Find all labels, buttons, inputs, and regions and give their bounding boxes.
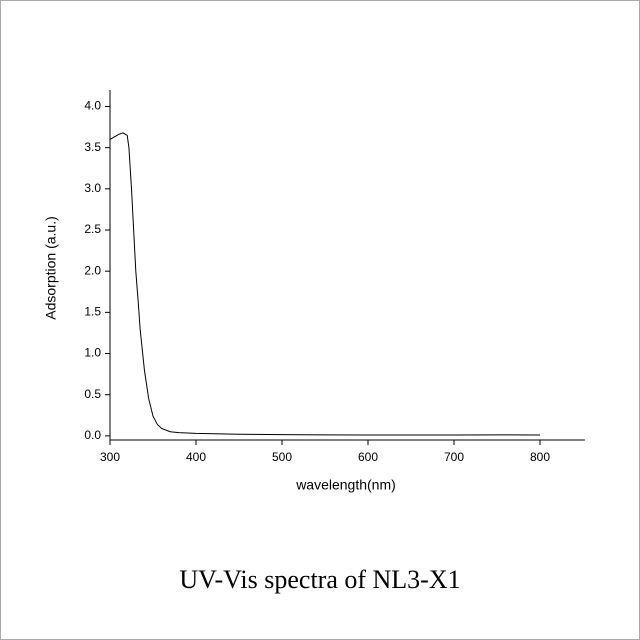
y-tick-label: 1.0 <box>84 346 101 360</box>
y-tick-label: 3.0 <box>84 181 101 195</box>
y-tick-label: 4.0 <box>84 99 101 113</box>
y-tick-label: 2.0 <box>84 263 101 277</box>
y-tick-label: 3.5 <box>84 140 101 154</box>
x-tick-label: 400 <box>186 450 206 464</box>
x-tick-label: 600 <box>358 450 378 464</box>
x-tick-label: 700 <box>444 450 464 464</box>
y-axis-label: Adsorption (a.u.) <box>43 216 59 320</box>
chart-title: UV-Vis spectra of NL3-X1 <box>179 565 460 594</box>
x-axis-label: wavelength(nm) <box>295 477 396 493</box>
x-tick-label: 300 <box>100 450 120 464</box>
y-tick-label: 1.5 <box>84 305 101 319</box>
y-tick-label: 0.0 <box>84 428 101 442</box>
x-tick-label: 500 <box>272 450 292 464</box>
data-line <box>109 132 541 436</box>
y-tick-label: 2.5 <box>84 222 101 236</box>
y-tick-label: 0.5 <box>84 387 101 401</box>
x-tick-label: 800 <box>530 450 550 464</box>
